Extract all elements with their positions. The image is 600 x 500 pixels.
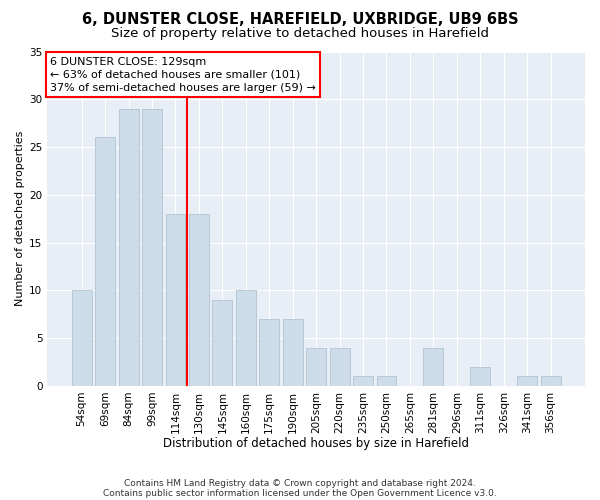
Bar	[95, 138, 115, 386]
Bar	[236, 290, 256, 386]
Bar	[353, 376, 373, 386]
Text: Size of property relative to detached houses in Harefield: Size of property relative to detached ho…	[111, 28, 489, 40]
Bar	[517, 376, 537, 386]
X-axis label: Distribution of detached houses by size in Harefield: Distribution of detached houses by size …	[163, 437, 469, 450]
Bar	[283, 319, 302, 386]
Bar	[541, 376, 560, 386]
Bar	[212, 300, 232, 386]
Text: Contains HM Land Registry data © Crown copyright and database right 2024.: Contains HM Land Registry data © Crown c…	[124, 478, 476, 488]
Bar	[72, 290, 92, 386]
Text: 6, DUNSTER CLOSE, HAREFIELD, UXBRIDGE, UB9 6BS: 6, DUNSTER CLOSE, HAREFIELD, UXBRIDGE, U…	[82, 12, 518, 28]
Bar	[424, 348, 443, 386]
Bar	[377, 376, 397, 386]
Bar	[166, 214, 185, 386]
Bar	[119, 109, 139, 386]
Text: 6 DUNSTER CLOSE: 129sqm
← 63% of detached houses are smaller (101)
37% of semi-d: 6 DUNSTER CLOSE: 129sqm ← 63% of detache…	[50, 56, 316, 93]
Bar	[470, 366, 490, 386]
Bar	[306, 348, 326, 386]
Bar	[189, 214, 209, 386]
Bar	[259, 319, 279, 386]
Bar	[142, 109, 162, 386]
Y-axis label: Number of detached properties: Number of detached properties	[15, 131, 25, 306]
Text: Contains public sector information licensed under the Open Government Licence v3: Contains public sector information licen…	[103, 488, 497, 498]
Bar	[329, 348, 350, 386]
